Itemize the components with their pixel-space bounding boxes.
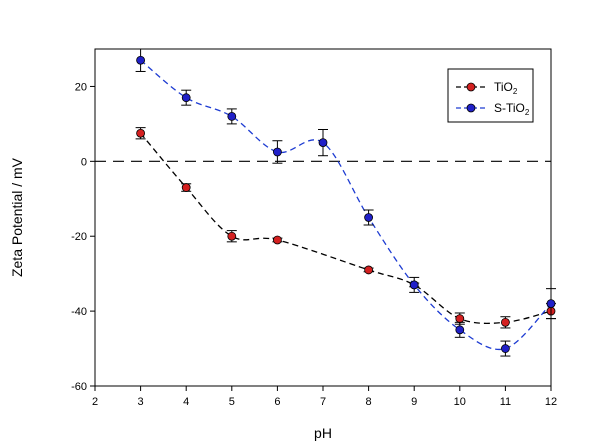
x-tick-label: 8 xyxy=(366,396,372,408)
y-tick-label: -20 xyxy=(71,231,87,243)
series-0 xyxy=(135,127,556,329)
data-point xyxy=(227,231,237,241)
data-point xyxy=(364,265,374,275)
series-group xyxy=(135,48,556,357)
legend-label-subscript: 2 xyxy=(513,87,518,96)
x-tick-label: 2 xyxy=(92,396,98,408)
legend-label-subscript: 2 xyxy=(525,108,530,117)
data-point xyxy=(136,55,146,65)
legend-label: TiO2 xyxy=(494,80,518,96)
legend-label-text: TiO xyxy=(494,80,513,94)
data-point xyxy=(364,213,374,222)
legend-marker xyxy=(466,82,476,92)
y-axis-title: Zeta Potential / mV xyxy=(9,157,25,277)
data-point xyxy=(272,147,282,157)
series-1 xyxy=(135,48,556,357)
data-point xyxy=(227,112,237,121)
data-point xyxy=(455,314,465,324)
x-tick-label: 7 xyxy=(320,396,326,408)
legend-marker xyxy=(466,103,476,113)
data-point xyxy=(181,93,191,103)
data-point xyxy=(409,280,419,290)
x-tick-label: 11 xyxy=(500,396,511,408)
y-tick-label: 20 xyxy=(75,81,87,93)
data-point xyxy=(546,299,556,309)
data-point xyxy=(500,344,510,353)
x-tick-label: 5 xyxy=(229,396,235,408)
series-line xyxy=(140,132,552,325)
y-tick-label: -60 xyxy=(71,381,87,393)
x-axis-title: pH xyxy=(314,425,332,441)
data-point xyxy=(455,325,465,335)
series-line xyxy=(140,59,552,351)
data-point xyxy=(181,183,191,192)
data-point xyxy=(500,317,510,327)
x-tick-label: 3 xyxy=(138,396,144,408)
data-point xyxy=(272,235,282,245)
y-tick-label: -40 xyxy=(71,306,87,318)
legend-label-text: S-TiO xyxy=(494,101,525,115)
x-tick-label: 10 xyxy=(454,396,466,408)
y-tick-label: 0 xyxy=(81,156,87,168)
x-tick-label: 6 xyxy=(274,396,280,408)
axis-ticks: 2 3 4 5 6 7 8 9 10 11 12 -60 -40 -20 0 20 xyxy=(71,81,557,408)
x-tick-label: 4 xyxy=(183,396,189,408)
legend-box xyxy=(447,68,534,123)
data-point xyxy=(318,138,328,148)
data-point xyxy=(136,128,146,138)
legend-label: S-TiO2 xyxy=(494,101,530,117)
x-tick-label: 9 xyxy=(411,396,417,408)
x-tick-label: 12 xyxy=(545,396,557,408)
